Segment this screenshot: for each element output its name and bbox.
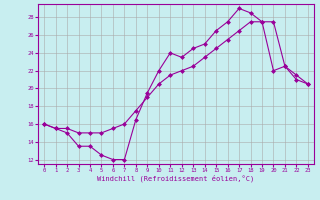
X-axis label: Windchill (Refroidissement éolien,°C): Windchill (Refroidissement éolien,°C) (97, 175, 255, 182)
